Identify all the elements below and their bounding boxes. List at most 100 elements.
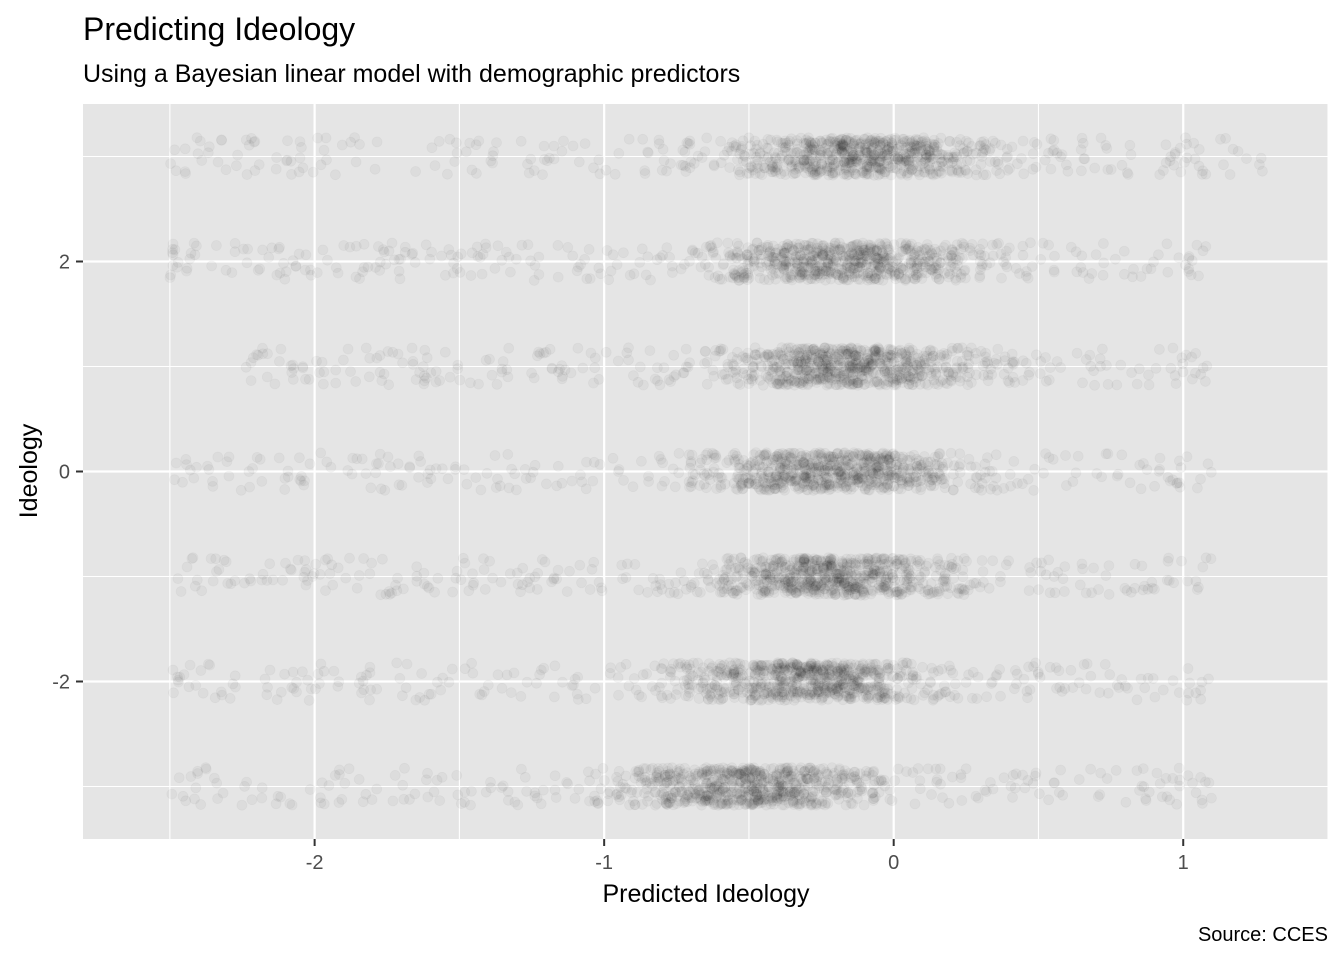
data-point bbox=[239, 578, 250, 589]
data-point bbox=[739, 772, 750, 783]
data-point bbox=[834, 765, 845, 776]
data-point bbox=[767, 367, 778, 378]
data-point bbox=[576, 577, 587, 588]
data-point bbox=[775, 793, 786, 804]
data-point bbox=[485, 777, 496, 788]
data-point bbox=[699, 764, 709, 775]
data-point bbox=[576, 476, 587, 487]
data-point bbox=[753, 660, 764, 671]
data-point bbox=[375, 449, 386, 460]
data-point bbox=[620, 782, 630, 793]
data-point bbox=[345, 366, 356, 377]
data-point bbox=[884, 794, 895, 805]
data-point bbox=[190, 680, 201, 691]
data-point bbox=[611, 772, 622, 783]
data-point bbox=[820, 664, 831, 675]
data-point bbox=[647, 763, 658, 774]
data-point bbox=[867, 788, 878, 799]
data-point bbox=[821, 787, 832, 797]
data-point bbox=[628, 795, 639, 806]
data-point bbox=[811, 772, 822, 783]
data-point bbox=[273, 791, 283, 802]
data-point bbox=[955, 372, 966, 383]
data-point bbox=[745, 774, 755, 785]
data-point bbox=[387, 795, 398, 806]
data-point bbox=[659, 770, 670, 781]
data-point bbox=[711, 764, 722, 775]
data-point bbox=[515, 691, 526, 702]
data-point bbox=[894, 374, 905, 385]
data-point bbox=[810, 798, 821, 809]
data-point bbox=[1072, 348, 1083, 359]
data-point bbox=[659, 476, 670, 487]
data-point bbox=[1176, 556, 1187, 567]
data-point bbox=[1192, 483, 1203, 493]
data-point bbox=[992, 344, 1003, 355]
data-point bbox=[767, 687, 777, 698]
data-point bbox=[198, 688, 209, 699]
data-point bbox=[738, 363, 749, 374]
data-point bbox=[358, 684, 369, 695]
data-point bbox=[174, 772, 185, 783]
data-point bbox=[887, 795, 898, 806]
data-point bbox=[779, 574, 790, 585]
data-point bbox=[753, 796, 764, 807]
data-point bbox=[694, 785, 705, 796]
data-point bbox=[373, 241, 384, 252]
data-point bbox=[783, 786, 794, 797]
data-point bbox=[549, 691, 560, 702]
data-point bbox=[931, 367, 942, 378]
data-point bbox=[773, 785, 784, 796]
data-point bbox=[995, 571, 1006, 582]
data-point bbox=[839, 663, 850, 674]
data-point bbox=[393, 458, 404, 469]
data-point bbox=[532, 584, 543, 595]
data-point bbox=[550, 770, 561, 781]
data-point bbox=[796, 773, 807, 784]
data-point bbox=[634, 766, 644, 777]
data-point bbox=[746, 781, 757, 792]
data-point bbox=[846, 772, 857, 783]
data-point bbox=[788, 797, 799, 807]
data-point bbox=[239, 781, 250, 792]
data-point bbox=[584, 775, 595, 786]
data-point bbox=[973, 672, 984, 683]
data-point bbox=[435, 685, 446, 696]
data-point bbox=[482, 468, 492, 479]
data-point bbox=[333, 562, 344, 573]
data-point bbox=[645, 778, 656, 789]
data-point bbox=[752, 770, 763, 781]
data-point bbox=[545, 344, 556, 355]
data-point bbox=[241, 777, 252, 788]
data-point bbox=[459, 558, 470, 569]
data-point bbox=[685, 774, 696, 785]
data-point bbox=[660, 792, 671, 803]
data-point bbox=[360, 468, 371, 479]
data-point bbox=[961, 763, 972, 774]
data-point bbox=[343, 344, 354, 354]
data-point bbox=[1136, 781, 1147, 791]
data-point bbox=[1005, 469, 1016, 480]
data-point bbox=[414, 692, 425, 703]
data-point bbox=[847, 571, 858, 581]
data-point bbox=[628, 370, 639, 381]
data-point bbox=[481, 787, 492, 798]
data-point bbox=[752, 789, 763, 800]
data-point bbox=[875, 775, 886, 786]
data-point bbox=[310, 683, 321, 694]
data-point bbox=[728, 775, 739, 786]
data-point bbox=[902, 658, 913, 669]
data-point bbox=[757, 797, 768, 808]
data-point bbox=[726, 776, 737, 786]
data-point bbox=[700, 346, 711, 357]
data-point bbox=[725, 780, 736, 791]
data-point bbox=[795, 771, 806, 782]
data-point bbox=[992, 485, 1002, 496]
data-point bbox=[602, 795, 613, 806]
data-point bbox=[749, 786, 760, 797]
data-point bbox=[190, 782, 201, 793]
data-point bbox=[682, 767, 693, 778]
data-point bbox=[701, 794, 712, 805]
data-point bbox=[1025, 684, 1035, 695]
data-point bbox=[409, 788, 420, 799]
